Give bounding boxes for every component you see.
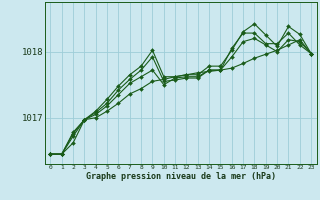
X-axis label: Graphe pression niveau de la mer (hPa): Graphe pression niveau de la mer (hPa) <box>86 172 276 181</box>
